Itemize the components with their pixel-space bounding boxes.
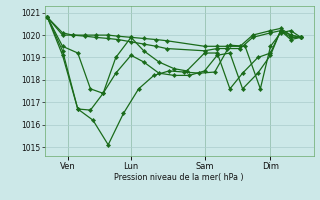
X-axis label: Pression niveau de la mer( hPa ): Pression niveau de la mer( hPa ): [114, 173, 244, 182]
